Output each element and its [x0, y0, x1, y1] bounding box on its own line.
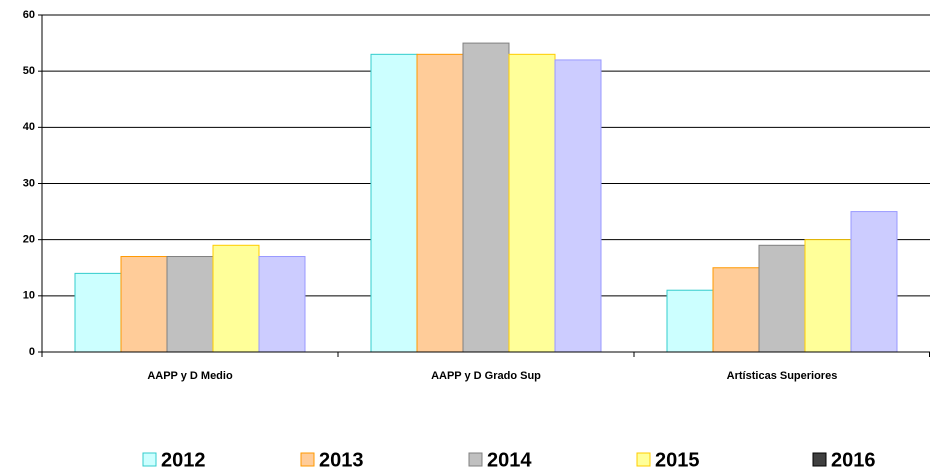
y-tick-label: 10	[23, 290, 35, 302]
x-tick-label: Artísticas Superiores	[727, 370, 838, 382]
bar	[166, 256, 214, 353]
bar	[258, 256, 306, 353]
y-tick-label: 30	[23, 177, 35, 189]
bar	[712, 267, 760, 353]
y-tick-label: 0	[29, 346, 35, 358]
x-tick-label: AAPP y D Grado Sup	[431, 370, 541, 382]
legend-swatch	[468, 452, 483, 467]
y-tick-label: 50	[23, 65, 35, 77]
bar	[850, 211, 898, 353]
legend-label: 2016	[831, 449, 876, 469]
bar	[804, 239, 852, 353]
legend-label: 2012	[161, 449, 206, 469]
bar	[416, 53, 464, 353]
bar	[370, 53, 418, 353]
y-tick-label: 40	[23, 121, 35, 133]
bar	[462, 42, 510, 353]
y-tick-label: 20	[23, 234, 35, 246]
legend-swatch	[812, 452, 827, 467]
bar	[212, 244, 260, 353]
bar	[554, 59, 602, 353]
bar	[74, 272, 122, 353]
bar	[120, 256, 168, 353]
bar	[508, 53, 556, 353]
y-tick-label: 60	[23, 9, 35, 21]
bar	[758, 244, 806, 353]
legend-swatch	[300, 452, 315, 467]
legend-swatch	[142, 452, 157, 467]
legend-label: 2013	[319, 449, 364, 469]
bar	[666, 289, 714, 353]
x-tick-label: AAPP y D Medio	[147, 370, 233, 382]
legend-label: 2014	[487, 449, 532, 469]
legend-label: 2015	[655, 449, 700, 469]
legend-swatch	[636, 452, 651, 467]
